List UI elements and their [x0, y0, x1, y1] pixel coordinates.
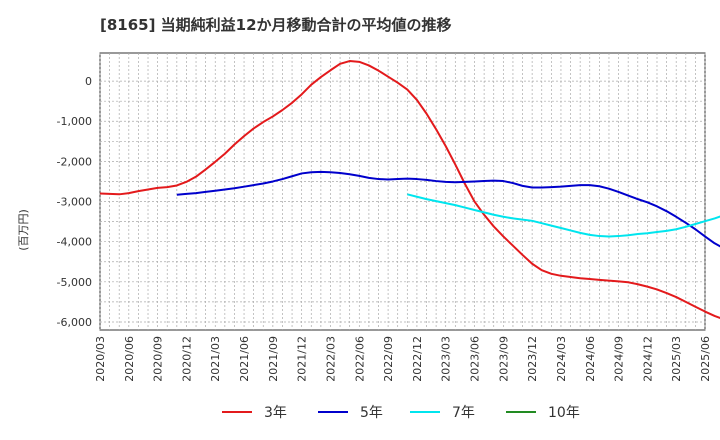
series-line-3年 — [99, 60, 720, 320]
y-tick-label: -5,000 — [57, 276, 92, 289]
x-tick-label: 2024/09 — [613, 336, 626, 382]
legend-swatch — [318, 411, 348, 413]
x-tick-label: 2022/12 — [411, 336, 424, 382]
x-tick-label: 2021/09 — [267, 336, 280, 382]
x-tick-label: 2023/03 — [440, 336, 453, 382]
legend-swatch — [410, 411, 440, 413]
x-tick-label: 2022/06 — [353, 336, 366, 382]
x-axis-ticks: 2020/03 2020/06 2020/09 2020/12 2021/03 2021/… — [94, 336, 712, 382]
x-tick-label: 2023/06 — [469, 336, 482, 382]
x-tick-label: 2024/03 — [555, 336, 568, 382]
grid — [99, 53, 706, 330]
legend-swatch — [506, 411, 536, 413]
x-tick-label: 2024/06 — [584, 336, 597, 382]
x-tick-label: 2021/03 — [209, 336, 222, 382]
legend-label: 5年 — [360, 405, 383, 421]
legend-label: 3年 — [264, 405, 287, 421]
x-tick-label: 2021/06 — [238, 336, 251, 382]
legend-item: 5年 — [318, 402, 383, 422]
legend-item: 3年 — [222, 402, 287, 422]
y-tick-label: -6,000 — [57, 316, 92, 329]
legend-item: 10年 — [506, 402, 580, 422]
legend-label: 10年 — [548, 405, 580, 421]
series-line-7年 — [407, 193, 720, 238]
x-tick-label: 2022/09 — [382, 336, 395, 382]
x-tick-label: 2020/12 — [180, 336, 193, 382]
legend-swatch — [222, 411, 252, 413]
legend-label: 7年 — [452, 405, 475, 421]
x-tick-label: 2021/12 — [296, 336, 309, 382]
y-tick-label: 0 — [85, 75, 92, 88]
x-tick-label: 2023/09 — [497, 336, 510, 382]
x-tick-label: 2020/09 — [152, 336, 165, 382]
x-tick-label: 2025/06 — [699, 336, 712, 382]
series-line-5年 — [176, 170, 720, 248]
y-tick-label: -2,000 — [57, 155, 92, 168]
y-tick-label: -3,000 — [57, 196, 92, 209]
x-tick-label: 2023/12 — [526, 336, 539, 382]
legend: 3年 5年 7年 10年 — [0, 402, 720, 426]
x-tick-label: 2022/03 — [324, 336, 337, 382]
x-tick-label: 2020/03 — [94, 336, 107, 382]
legend-item: 7年 — [410, 402, 475, 422]
x-tick-label: 2020/06 — [123, 336, 136, 382]
series-layer — [99, 60, 720, 320]
chart-title: [8165] 当期純利益12か月移動合計の平均値の推移 — [100, 16, 452, 34]
y-axis-ticks: 0 -1,000 -2,000 -3,000 -4,000 -5,000 -6,000 — [57, 75, 92, 329]
x-tick-label: 2025/03 — [670, 336, 683, 382]
x-tick-label: 2024/12 — [641, 336, 654, 382]
y-tick-label: -4,000 — [57, 236, 92, 249]
y-tick-label: -1,000 — [57, 115, 92, 128]
